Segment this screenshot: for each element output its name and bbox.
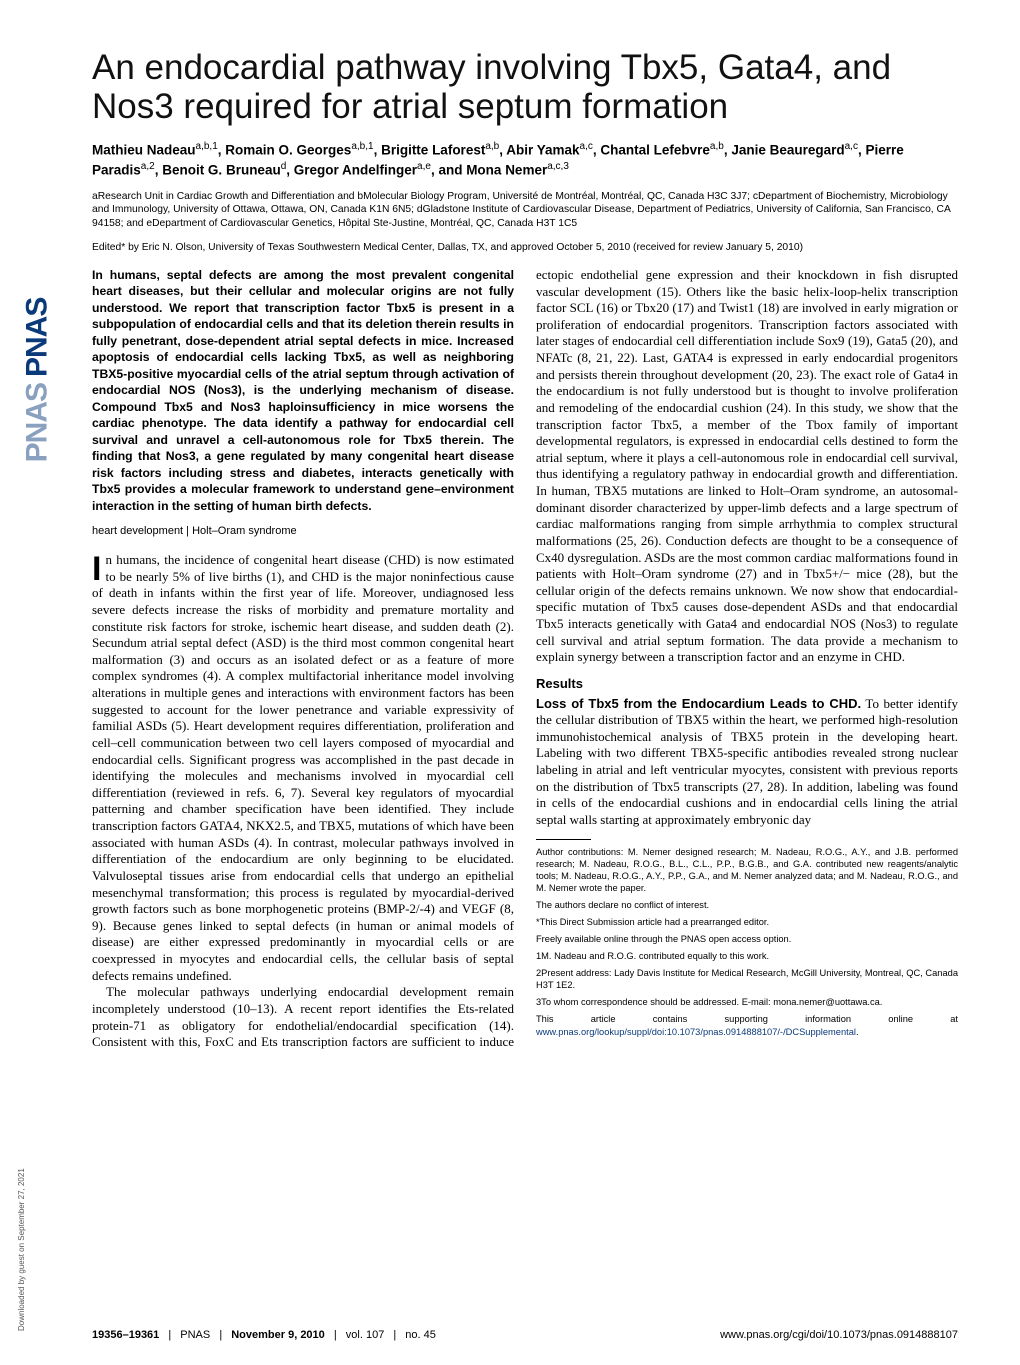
footnote-open: Freely available online through the PNAS…	[536, 933, 958, 945]
results-text: To better identify the cellular distribu…	[536, 696, 958, 827]
affiliations: aResearch Unit in Cardiac Growth and Dif…	[92, 190, 958, 230]
footnote-supp-link[interactable]: www.pnas.org/lookup/suppl/doi:10.1073/pn…	[536, 1027, 856, 1037]
pnas-side-logo: PNAS PNAS	[14, 60, 60, 700]
keywords: heart development | Holt–Oram syndrome	[92, 524, 514, 538]
results-para-1: Loss of Tbx5 from the Endocardium Leads …	[536, 696, 958, 829]
footnote-supp-pre: This article contains supporting informa…	[536, 1014, 958, 1024]
pnas-logo-light: PNAS	[20, 383, 53, 462]
footer-right-doi: www.pnas.org/cgi/doi/10.1073/pnas.091488…	[720, 1329, 958, 1341]
footnote-supp: This article contains supporting informa…	[536, 1013, 958, 1037]
footer-pages: 19356–19361	[92, 1329, 159, 1341]
intro-para-1: In humans, the incidence of congenital h…	[92, 552, 514, 984]
page-footer: 19356–19361 | PNAS | November 9, 2010 | …	[92, 1329, 958, 1341]
footnote-contrib: Author contributions: M. Nemer designed …	[536, 846, 958, 894]
footnotes-block: Author contributions: M. Nemer designed …	[536, 839, 958, 1038]
section-heading-results: Results	[536, 676, 958, 693]
edited-by-line: Edited* by Eric N. Olson, University of …	[92, 242, 958, 253]
footnote-rule	[536, 839, 591, 840]
results-run-in: Loss of Tbx5 from the Endocardium Leads …	[536, 696, 861, 711]
article-title: An endocardial pathway involving Tbx5, G…	[92, 48, 958, 126]
download-note: Downloaded by guest on September 27, 202…	[17, 1168, 26, 1331]
footnote-supp-post: .	[856, 1027, 859, 1037]
footer-date: November 9, 2010	[231, 1329, 325, 1341]
pnas-logo-main: PNAS	[20, 298, 53, 377]
footnote-direct: *This Direct Submission article had a pr…	[536, 916, 958, 928]
footnote-conflict: The authors declare no conflict of inter…	[536, 899, 958, 911]
footer-journal: PNAS	[180, 1329, 210, 1341]
footnote-equal: 1M. Nadeau and R.O.G. contributed equall…	[536, 950, 958, 962]
footer-vol: vol. 107	[346, 1329, 385, 1341]
author-list: Mathieu Nadeaua,b,1, Romain O. Georgesa,…	[92, 140, 958, 179]
footnote-present: 2Present address: Lady Davis Institute f…	[536, 967, 958, 991]
article-body-columns: In humans, septal defects are among the …	[92, 267, 958, 1051]
footer-left: 19356–19361 | PNAS | November 9, 2010 | …	[92, 1329, 436, 1341]
footer-no: no. 45	[405, 1329, 436, 1341]
abstract: In humans, septal defects are among the …	[92, 267, 514, 514]
footnote-corr: 3To whom correspondence should be addres…	[536, 996, 958, 1008]
